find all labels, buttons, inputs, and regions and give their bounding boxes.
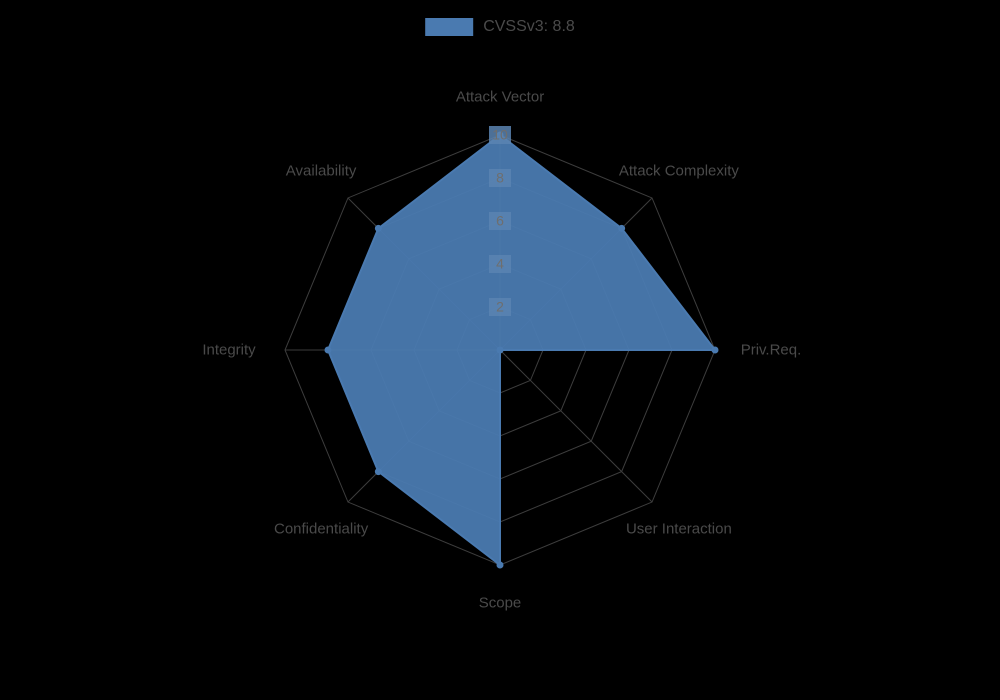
axis-label: Confidentiality <box>274 520 368 537</box>
axis-label: Integrity <box>202 342 255 359</box>
tick-label: 8 <box>496 170 504 186</box>
axis-label: Availability <box>286 163 357 180</box>
axis-label: User Interaction <box>626 520 732 537</box>
series-area <box>328 135 715 565</box>
axis-label: Attack Vector <box>456 89 544 106</box>
series-point <box>497 562 504 569</box>
tick-label: 6 <box>496 213 504 229</box>
tick-label: 10 <box>492 127 508 143</box>
series-point <box>712 347 719 354</box>
tick-label: 2 <box>496 299 504 315</box>
tick-label: 4 <box>496 256 504 272</box>
axis-label: Priv.Req. <box>741 342 802 359</box>
axis-label: Scope <box>479 595 522 612</box>
series-point <box>497 347 504 354</box>
series-point <box>375 225 382 232</box>
series-point <box>325 347 332 354</box>
radar-chart-container: CVSSv3: 8.8 246810 Attack VectorAttack C… <box>0 0 1000 700</box>
axis-label: Attack Complexity <box>619 163 739 180</box>
series-point <box>375 468 382 475</box>
series-point <box>618 225 625 232</box>
